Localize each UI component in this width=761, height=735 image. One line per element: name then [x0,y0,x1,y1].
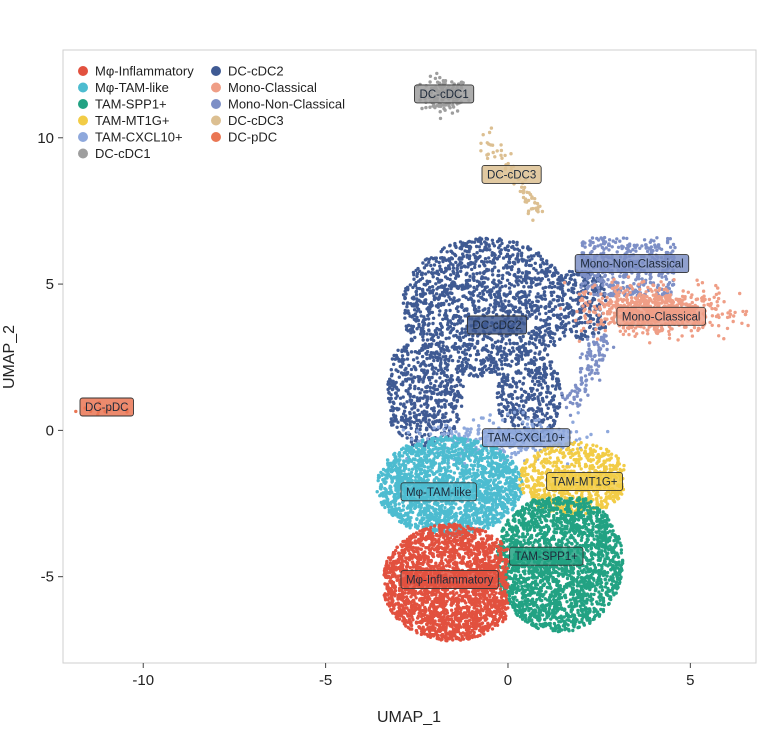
legend-label: DC-cDC2 [228,64,284,79]
cluster-label-tam-cxcl10: TAM-CXCL10+ [482,428,571,448]
cluster-label-m-tam-like: Mφ-TAM-like [400,482,477,502]
legend-label: Mφ-Inflammatory [95,64,194,79]
legend-label: TAM-CXCL10+ [95,130,183,145]
legend-label: Mφ-TAM-like [95,80,169,95]
legend-swatch [211,115,221,126]
legend-swatch [78,115,88,126]
legend-label: DC-cDC3 [228,113,284,128]
axis-ticks: -10 -5 0 5 -5 0 5 10 [37,130,694,689]
x-tick-label: -5 [319,672,332,689]
legend-item-m-tam-like: Mφ-TAM-like [78,80,169,95]
cluster-label-dc-cdc3: DC-cDC3 [481,164,542,184]
cluster-label-mono-classical: Mono-Classical [616,306,706,326]
legend-item-tam-mt1g: TAM-MT1G+ [78,113,170,128]
x-tick-label: 0 [504,672,512,689]
y-tick-label: 5 [46,276,54,293]
cluster-label-tam-spp1: TAM-SPP1+ [509,546,584,566]
cluster-label-m-inflammatory: Mφ-Inflammatory [400,570,499,590]
cluster-labels: Mφ-InflammatoryMφ-TAM-likeTAM-SPP1+TAM-M… [79,84,706,590]
y-tick-label: -5 [41,569,54,586]
legend-item-dc-pdc: DC-pDC [211,130,277,145]
cluster-label-dc-cdc1: DC-cDC1 [414,84,475,104]
legend-swatch [211,99,221,109]
legend-item-tam-cxcl10: TAM-CXCL10+ [78,130,183,145]
cluster-label-mono-non-classical: Mono-Non-Classical [574,254,690,274]
legend-swatch [78,99,88,109]
legend-swatch [211,82,221,93]
y-axis-title: UMAP_2 [1,325,18,389]
legend-label: Mono-Classical [228,80,317,95]
legend-swatch [211,66,221,76]
points-dc-cdc2 [386,236,608,449]
legend-item-dc-cdc2: DC-cDC2 [211,64,284,79]
x-tick-label: 5 [686,672,694,689]
cluster-label-dc-cdc2: DC-cDC2 [466,315,528,335]
x-axis-title: UMAP_1 [377,709,441,726]
legend-item-dc-cdc3: DC-cDC3 [211,113,284,128]
cluster-label-dc-pdc: DC-pDC [79,397,134,417]
points-m-inflammatory [382,522,510,643]
legend-swatch [78,82,88,93]
legend-label: TAM-MT1G+ [95,113,170,128]
y-tick-label: 0 [46,422,54,439]
x-tick-label: -10 [132,672,154,689]
legend-label: Mono-Non-Classical [228,97,345,112]
legend-swatch [78,132,88,142]
legend-item-m-inflammatory: Mφ-Inflammatory [78,64,194,79]
legend-label: DC-pDC [228,130,277,145]
legend-label: TAM-SPP1+ [95,97,167,112]
legend-label: DC-cDC1 [95,146,151,161]
legend-swatch [78,148,88,159]
legend-item-mono-classical: Mono-Classical [211,80,317,95]
legend-swatch [78,66,88,76]
legend-item-mono-non-classical: Mono-Non-Classical [211,97,345,112]
legend-swatch [211,132,221,142]
legend-item-tam-spp1: TAM-SPP1+ [78,97,167,112]
cluster-label-tam-mt1g: TAM-MT1G+ [546,472,623,492]
legend-item-dc-cdc1: DC-cDC1 [78,146,151,161]
y-tick-label: 10 [37,130,54,147]
